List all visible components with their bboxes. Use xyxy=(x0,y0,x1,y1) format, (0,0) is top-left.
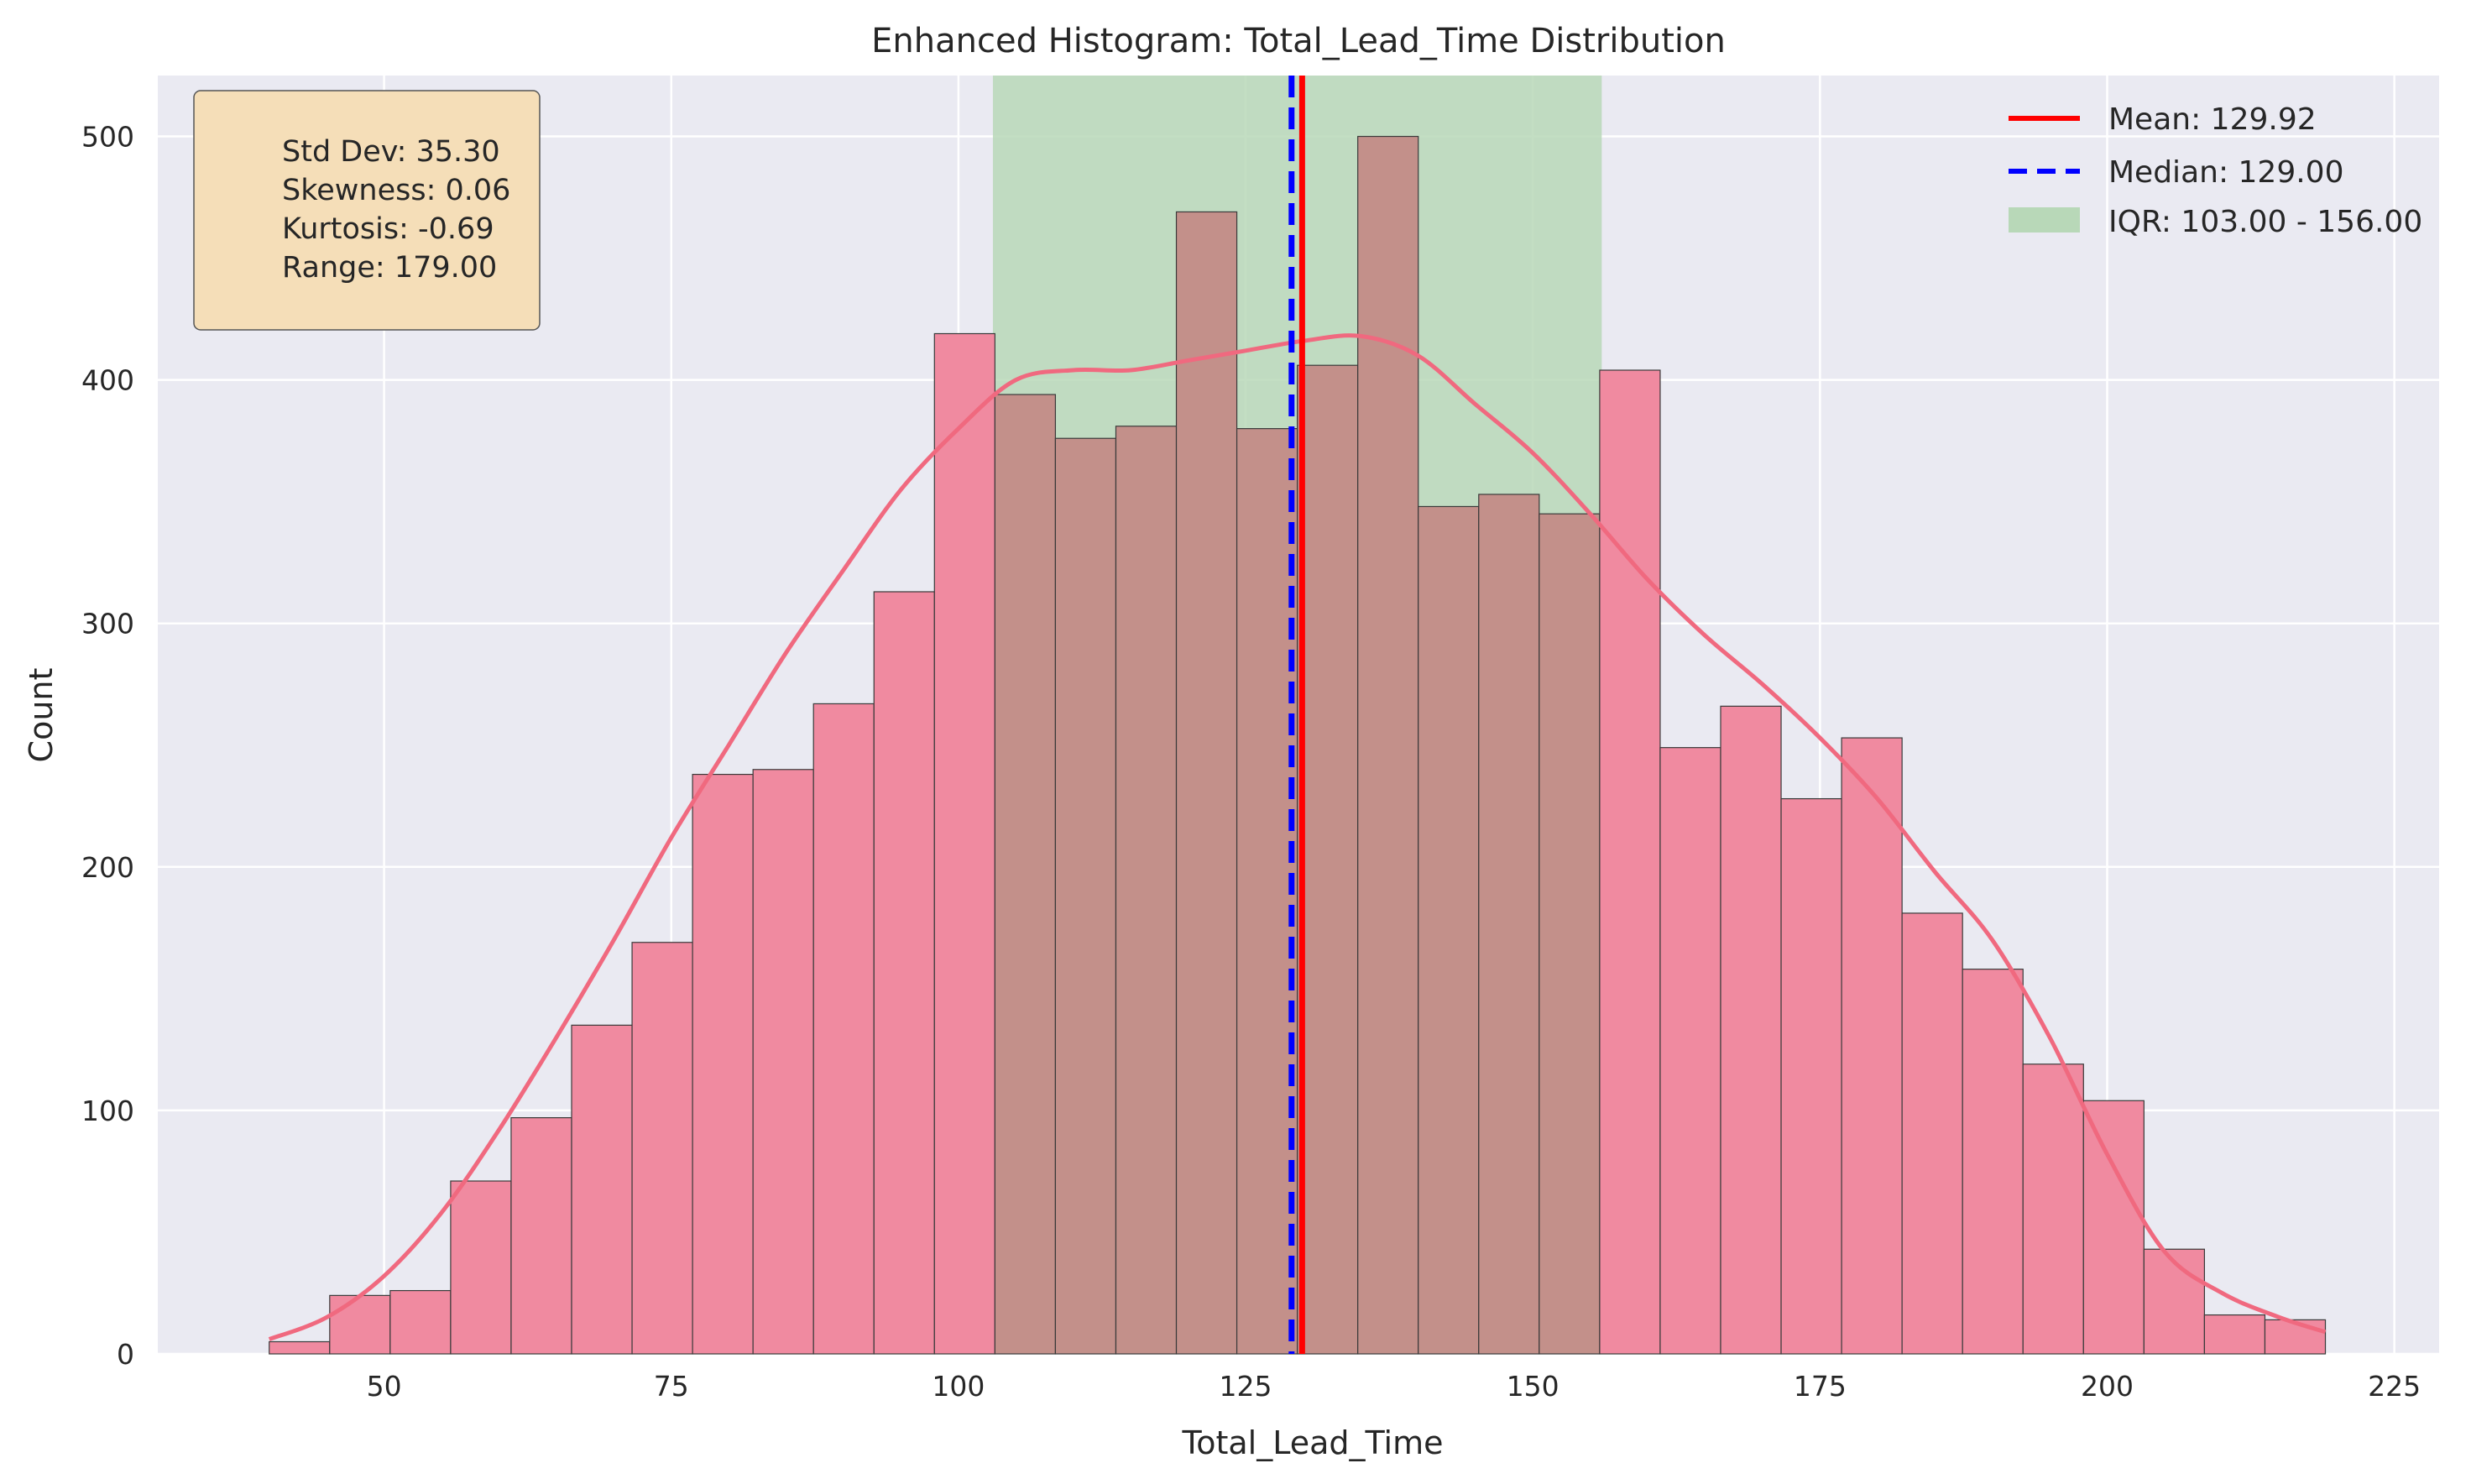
y-tick-label: 100 xyxy=(81,1095,134,1127)
histogram-bar xyxy=(1720,705,1782,1355)
histogram-bar xyxy=(692,773,754,1355)
histogram-bar xyxy=(1962,969,2024,1355)
y-axis-label: Count xyxy=(23,668,60,763)
histogram-bar xyxy=(1780,797,1842,1355)
histogram-bar xyxy=(2143,1248,2206,1355)
legend-mean-label: Mean: 129.92 xyxy=(2108,102,2317,137)
legend-median-label: Median: 129.00 xyxy=(2108,155,2343,190)
x-tick-label: 75 xyxy=(654,1370,689,1403)
histogram-bars xyxy=(269,135,2327,1355)
stats-box: Std Dev: 35.30 Skewness: 0.06 Kurtosis: … xyxy=(193,90,541,331)
legend-iqr-swatch xyxy=(2009,207,2080,233)
histogram-bar xyxy=(1599,369,1661,1355)
histogram-bar xyxy=(631,942,693,1355)
histogram-bar xyxy=(873,591,935,1355)
reference-lines xyxy=(1288,76,1305,1354)
y-tick-label: 500 xyxy=(81,121,134,154)
x-tick-label: 175 xyxy=(1794,1370,1847,1403)
histogram-bar xyxy=(1054,437,1117,1355)
histogram-bar xyxy=(1659,747,1721,1355)
x-tick-label: 50 xyxy=(367,1370,402,1403)
stats-box-background xyxy=(193,90,541,331)
stats-line-skewness: Skewness: 0.06 xyxy=(282,174,510,207)
histogram-bar xyxy=(269,1340,331,1355)
x-tick-label: 200 xyxy=(2081,1370,2134,1403)
y-tick-label: 400 xyxy=(81,364,134,397)
legend-iqr-label: IQR: 103.00 - 156.00 xyxy=(2108,205,2422,239)
y-tick-label: 300 xyxy=(81,608,134,640)
histogram-bar xyxy=(389,1289,452,1355)
histogram-bar xyxy=(752,769,814,1355)
stats-line-std-dev: Std Dev: 35.30 xyxy=(282,135,500,169)
histogram-bar xyxy=(1539,513,1601,1355)
chart-title: Enhanced Histogram: Total_Lead_Time Dist… xyxy=(871,22,1726,60)
histogram-bar xyxy=(1418,505,1480,1355)
histogram-bar xyxy=(2022,1063,2084,1355)
legend: Mean: 129.92 Median: 129.00 IQR: 103.00 … xyxy=(2009,102,2422,239)
histogram-bar xyxy=(1115,426,1178,1355)
y-axis-ticks: 0 100 200 300 400 500 xyxy=(81,121,134,1371)
histogram-bar xyxy=(994,394,1057,1355)
histogram-bar xyxy=(812,703,875,1355)
histogram-bar xyxy=(1901,912,1963,1355)
histogram-bar xyxy=(2203,1314,2266,1355)
histogram-bar xyxy=(2264,1319,2327,1355)
histogram-bar xyxy=(510,1117,572,1355)
histogram-bar xyxy=(1478,494,1540,1355)
x-axis-label: Total_Lead_Time xyxy=(1181,1424,1443,1461)
stats-line-kurtosis: Kurtosis: -0.69 xyxy=(282,212,494,246)
y-tick-label: 0 xyxy=(117,1338,134,1371)
x-axis-ticks: 50 75 100 125 150 175 200 225 xyxy=(367,1370,2421,1403)
x-tick-label: 225 xyxy=(2368,1370,2421,1403)
histogram-bar xyxy=(329,1294,391,1355)
x-tick-label: 100 xyxy=(932,1370,985,1403)
histogram-bar xyxy=(1841,737,1903,1355)
stats-line-range: Range: 179.00 xyxy=(282,251,497,285)
histogram-bar xyxy=(450,1180,512,1355)
histogram-bar xyxy=(1236,428,1298,1355)
histogram-bar xyxy=(1297,364,1359,1355)
y-tick-label: 200 xyxy=(81,851,134,884)
histogram-bar xyxy=(2082,1100,2145,1355)
histogram-bar xyxy=(571,1024,633,1355)
x-tick-label: 125 xyxy=(1220,1370,1272,1403)
histogram-bar xyxy=(1175,211,1238,1355)
histogram-bar xyxy=(933,332,995,1355)
x-tick-label: 150 xyxy=(1507,1370,1559,1403)
histogram-bar xyxy=(1357,135,1419,1355)
